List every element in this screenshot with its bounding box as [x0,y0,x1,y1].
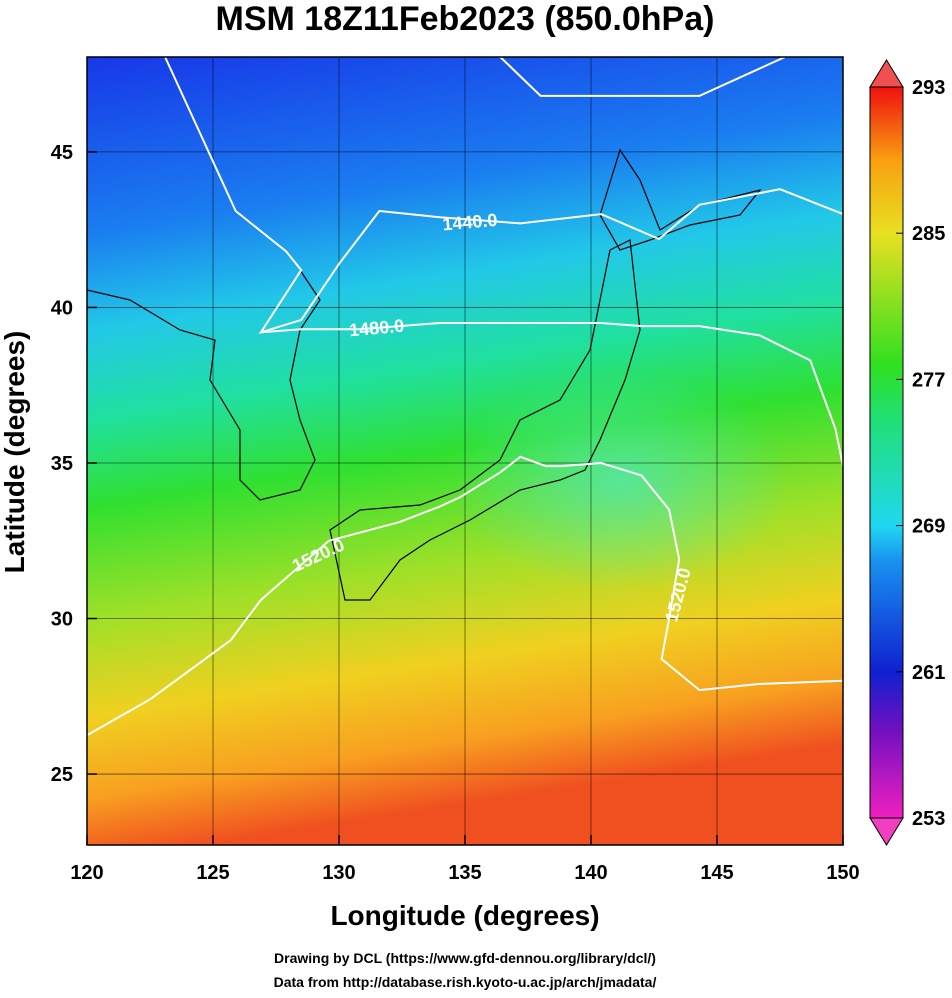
contour-line [260,322,844,467]
x-axis-label: Longitude (degrees) [330,900,599,931]
x-tick-label: 140 [574,862,607,884]
coastlines [86,148,762,601]
y-tick-label: 30 [51,609,73,631]
field-anomaly [450,370,790,590]
y-tick-label: 35 [51,453,73,475]
colorbar-tick-label: 261 [912,662,945,684]
y-tick-label: 45 [51,142,73,164]
colorbar-min-arrow [869,817,904,846]
contour-label: 1480.0 [348,316,405,341]
x-tick-label: 120 [70,862,103,884]
colorbar-tick-label: 293 [912,77,945,99]
colorbar-tick-label: 269 [912,516,945,538]
credit-note: Data from http://database.rish.kyoto-u.a… [274,974,657,990]
y-axis-label: Latitude (degrees) [0,331,30,574]
x-tick-label: 125 [196,862,229,884]
x-tick-label: 130 [322,862,355,884]
contour-line [86,455,844,737]
credit-note: Drawing by DCL (https://www.gfd-dennou.o… [274,950,656,966]
colorbar-max-arrow [869,59,904,88]
chart-title: MSM 18Z11Feb2023 (850.0hPa) [216,0,715,38]
y-tick-label: 25 [51,764,73,786]
contour-line [164,56,844,335]
x-tick-label: 150 [826,862,859,884]
colorbar-tick-label: 253 [912,808,945,830]
colorbar [869,86,904,819]
x-tick-label: 145 [700,862,733,884]
colorbar-tick-label: 277 [912,369,945,391]
y-tick-label: 40 [51,297,73,319]
x-tick-label: 135 [448,862,481,884]
contour-label: 1440.0 [442,210,499,235]
colorbar-tick-label: 285 [912,223,945,245]
